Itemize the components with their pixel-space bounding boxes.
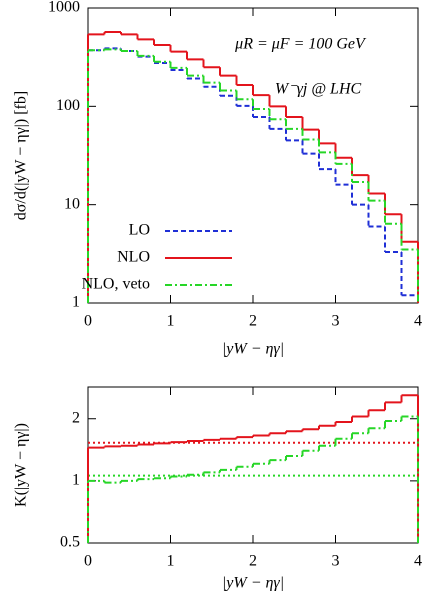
legend-label: NLO xyxy=(117,249,150,266)
y-tick-label: 100 xyxy=(56,97,80,114)
legend-label: NLO, veto xyxy=(82,276,150,293)
x-axis-label: |yW − ηγ| xyxy=(222,575,284,592)
annotation: W⁻γj @ LHC xyxy=(275,81,362,98)
x-tick-label: 2 xyxy=(249,313,257,330)
y-tick-label: 0.5 xyxy=(60,534,80,551)
x-tick-label: 1 xyxy=(167,553,175,570)
y-tick-label: 2 xyxy=(72,409,80,426)
y-axis-label: K(|yW − ηγ|) xyxy=(13,423,30,507)
x-tick-label: 1 xyxy=(167,313,175,330)
x-tick-label: 4 xyxy=(414,553,422,570)
y-tick-label: 10 xyxy=(64,195,80,212)
x-tick-label: 0 xyxy=(84,553,92,570)
x-tick-label: 0 xyxy=(84,313,92,330)
y-axis-label: dσ/d(|yW − ηγ|) [fb] xyxy=(13,91,30,220)
x-tick-label: 2 xyxy=(249,553,257,570)
y-tick-label: 1 xyxy=(72,472,80,489)
x-tick-label: 3 xyxy=(332,313,340,330)
y-tick-label: 1000 xyxy=(48,0,80,16)
legend-label: LO xyxy=(129,222,150,239)
annotation: μR = μF = 100 GeV xyxy=(234,36,367,53)
x-tick-label: 3 xyxy=(332,553,340,570)
x-axis-label: |yW − ηγ| xyxy=(222,341,284,358)
y-tick-label: 1 xyxy=(72,294,80,311)
x-tick-label: 4 xyxy=(414,313,422,330)
